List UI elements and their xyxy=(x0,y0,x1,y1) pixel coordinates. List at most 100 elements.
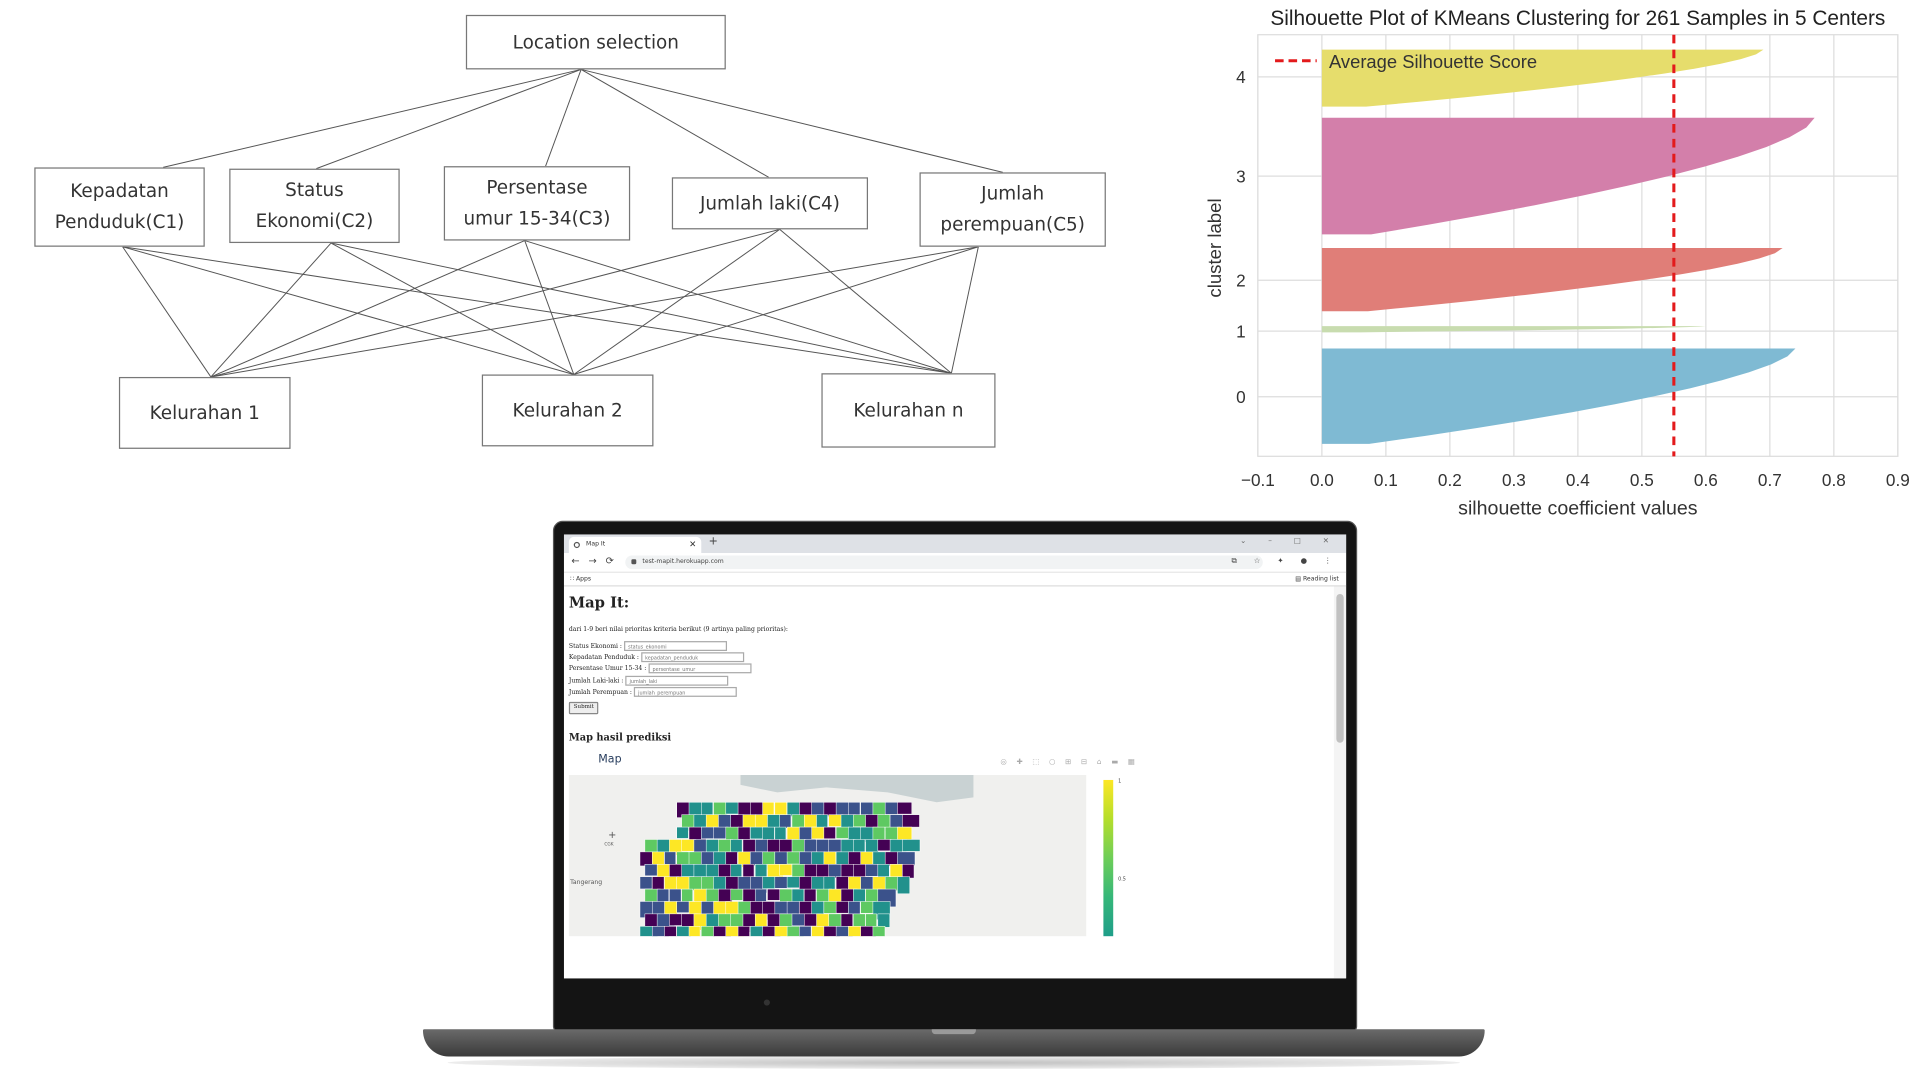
persentase-umur-input[interactable] xyxy=(648,663,752,674)
district xyxy=(897,851,916,866)
colorbar-tick: 1 xyxy=(1118,777,1122,784)
field-label: Jumlah Perempuan : xyxy=(568,688,632,697)
field-row-jumlah-perempuan: Jumlah Perempuan : xyxy=(568,686,738,697)
district xyxy=(897,802,913,815)
district xyxy=(651,876,665,891)
district xyxy=(865,913,877,927)
map-title: Map xyxy=(598,753,622,767)
district xyxy=(676,926,691,937)
zoom-in-icon[interactable]: + xyxy=(608,829,617,841)
map-modebar[interactable]: ◎ ✚ ⬚ ○ ⊞ ⊟ ⌂ ▬ ▦ xyxy=(1000,757,1139,767)
ahp-alternative-2: Kelurahan 2 xyxy=(481,374,654,447)
lock-icon xyxy=(631,559,637,565)
bookmarks-bar: ∷ Apps ▤ Reading list xyxy=(563,572,1347,587)
status-ekonomi-input[interactable] xyxy=(624,641,728,651)
address-bar[interactable]: test-mapit.herokuapp.com xyxy=(625,555,1263,570)
back-arrow-icon[interactable]: ← xyxy=(571,555,580,567)
criterion-alternative-link xyxy=(210,228,780,378)
x-tick-label: 0.2 xyxy=(1438,470,1462,490)
district xyxy=(902,839,921,852)
reload-icon[interactable]: ⟳ xyxy=(605,555,614,567)
district xyxy=(823,851,837,867)
field-label: Jumlah Laki-laki : xyxy=(568,677,624,686)
criterion-alternative-link xyxy=(524,240,575,375)
district xyxy=(860,851,873,867)
laptop-shadow xyxy=(447,1056,1461,1069)
scrollbar-thumb[interactable] xyxy=(1336,593,1344,743)
forward-arrow-icon[interactable]: → xyxy=(588,555,597,567)
globe-icon xyxy=(573,541,580,549)
base-notch xyxy=(931,1029,976,1035)
district xyxy=(799,926,812,937)
sea-area xyxy=(740,775,974,803)
y-tick-label: 1 xyxy=(1236,321,1246,341)
y-tick-label: 4 xyxy=(1236,67,1246,87)
x-tick-label: 0.9 xyxy=(1886,470,1910,490)
district xyxy=(897,876,910,895)
legend-label: Average Silhouette Score xyxy=(1329,51,1537,72)
district xyxy=(693,888,708,903)
reading-list-button[interactable]: ▤ Reading list xyxy=(1295,575,1339,583)
district xyxy=(835,901,849,914)
browser-tab[interactable]: Map It ✕ xyxy=(568,536,702,554)
field-row-kepadatan: Kepadatan Penduduk : xyxy=(568,652,745,663)
toolbar-extension-icons[interactable]: ⧉ ☆ ✦ ● ⋮ xyxy=(1231,556,1339,566)
district xyxy=(754,888,767,902)
plot-frame xyxy=(1257,34,1899,457)
web-page: Map It: dari 1-9 beri nilai prioritas kr… xyxy=(563,586,1334,979)
close-icon[interactable]: ✕ xyxy=(689,539,697,550)
colorbar xyxy=(1103,779,1114,937)
laptop-base xyxy=(422,1029,1485,1057)
district xyxy=(835,826,850,839)
district xyxy=(639,876,653,890)
district xyxy=(853,888,866,903)
ahp-alternative-n: Kelurahan n xyxy=(821,373,996,448)
field-row-status-ekonomi: Status Ekonomi : xyxy=(569,641,728,651)
district xyxy=(865,864,879,877)
map-section-title: Map hasil prediksi xyxy=(568,730,672,743)
criterion-alternative-link xyxy=(573,246,979,375)
silhouette-band-cluster-0 xyxy=(1321,348,1796,444)
district xyxy=(725,851,738,865)
criterion-alternative-link xyxy=(779,229,952,374)
field-row-persentase: Persentase Umur 15-34 : xyxy=(568,663,752,674)
window-controls[interactable]: ⌄ – □ ✕ xyxy=(1240,536,1339,546)
submit-button[interactable]: Submit xyxy=(568,701,599,715)
district xyxy=(639,851,653,867)
field-label: Kepadatan Penduduk : xyxy=(568,654,639,662)
new-tab-button[interactable]: + xyxy=(708,535,718,549)
district xyxy=(701,926,716,937)
district xyxy=(644,864,658,877)
page-scrollbar[interactable] xyxy=(1333,586,1347,979)
choropleth-map[interactable]: + CGK Tangerang xyxy=(568,775,1087,937)
tab-title: Map It xyxy=(586,540,606,549)
field-label: Persentase Umur 15-34 : xyxy=(568,665,647,673)
district xyxy=(676,851,691,866)
district xyxy=(786,802,800,817)
district xyxy=(713,802,728,816)
criterion-alternative-link xyxy=(122,246,574,375)
ahp-criterion-c5: Jumlah perempuan(C5) xyxy=(919,172,1106,247)
jumlah-laki-input[interactable] xyxy=(625,675,729,686)
y-tick-label: 3 xyxy=(1236,166,1246,186)
y-axis-label: cluster label xyxy=(1204,198,1225,297)
district xyxy=(730,888,743,901)
jumlah-perempuan-input[interactable] xyxy=(634,686,738,697)
apps-shortcut[interactable]: ∷ Apps xyxy=(570,575,592,583)
goal-criterion-link xyxy=(545,69,582,167)
district xyxy=(786,876,801,889)
ahp-criterion-c3: Persentase umur 15-34(C3) xyxy=(443,166,631,241)
criterion-alternative-link xyxy=(122,246,952,374)
silhouette-band-cluster-1 xyxy=(1321,326,1706,333)
district xyxy=(860,876,874,891)
district xyxy=(791,814,805,830)
criterion-alternative-link xyxy=(210,246,979,378)
criterion-alternative-link xyxy=(122,246,212,378)
district xyxy=(730,839,743,854)
district xyxy=(737,826,751,840)
x-tick-label: 0.7 xyxy=(1758,470,1782,490)
kepadatan-penduduk-input[interactable] xyxy=(641,652,745,663)
criterion-alternative-link xyxy=(573,228,781,375)
district xyxy=(786,901,800,916)
